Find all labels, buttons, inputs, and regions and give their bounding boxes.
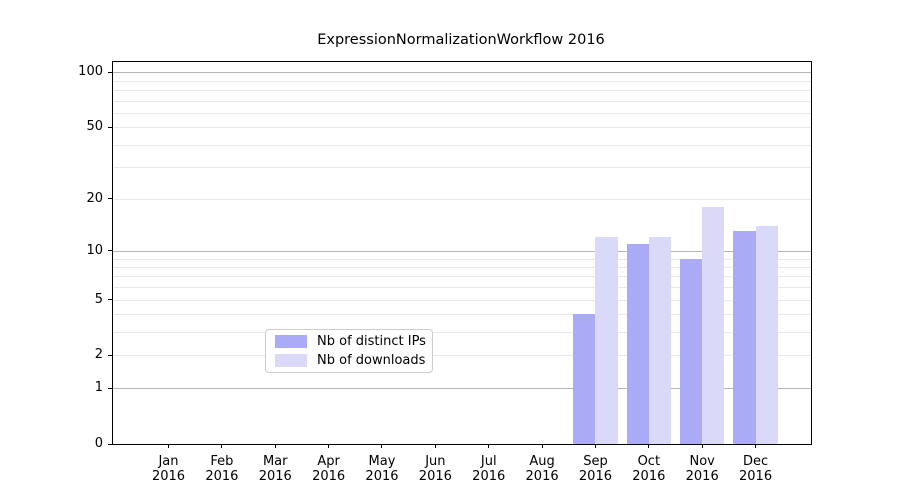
x-tick-mark (594, 444, 596, 448)
y-tick-mark (108, 250, 112, 252)
x-tick-mark (648, 444, 650, 448)
y-gridline-minor (113, 89, 811, 91)
y-gridline-major (113, 72, 811, 74)
y-gridline-minor (113, 167, 811, 169)
x-tick-label: Dec 2016 (739, 454, 773, 484)
bar-distinct-ips-oct (626, 243, 649, 444)
y-gridline-minor (113, 276, 811, 278)
x-tick-mark (541, 444, 543, 448)
plot-area: 0 1 2 5 10 20 50 100 Jan 2016 Feb 2016 Mar 2016 Apr… (78, 61, 812, 484)
bar-distinct-ips-nov (679, 258, 703, 444)
x-tick-label: Apr 2016 (312, 454, 346, 484)
x-tick-mark (328, 444, 330, 448)
x-tick-mark (221, 444, 223, 448)
x-tick-mark (274, 444, 276, 448)
y-gridline-minor (113, 144, 811, 146)
x-tick-label: May 2016 (365, 454, 399, 484)
legend-swatch-distinct-ips (275, 335, 307, 348)
chart-title: ExpressionNormalizationWorkflow 2016 (317, 32, 605, 48)
y-gridline-minor (113, 100, 811, 102)
x-tick-label: Nov 2016 (685, 454, 719, 484)
bar-downloads-nov (702, 206, 725, 444)
y-gridline-minor (113, 258, 811, 260)
x-tick-label: Jan 2016 (151, 454, 186, 484)
y-tick-label: 2 (94, 347, 103, 363)
x-tick-label: Jul 2016 (472, 454, 506, 484)
x-tick-label: Oct 2016 (632, 454, 666, 484)
y-gridline-minor (113, 112, 811, 114)
y-tick-mark (108, 198, 112, 200)
bar-downloads-sep (595, 237, 618, 444)
y-tick-mark (108, 354, 112, 356)
legend-label-downloads: Nb of downloads (317, 352, 426, 368)
y-gridline-minor (113, 287, 811, 289)
y-gridline-minor (113, 314, 811, 316)
y-gridline-minor (113, 80, 811, 82)
y-gridline-minor (113, 266, 811, 268)
x-tick-mark (381, 444, 383, 448)
y-tick-mark (108, 126, 112, 128)
x-tick-mark (701, 444, 703, 448)
y-gridline-major (113, 388, 811, 390)
x-tick-mark (434, 444, 436, 448)
y-tick-label: 0 (94, 436, 103, 451)
x-tick-mark (168, 444, 169, 448)
y-gridline-minor (113, 127, 811, 129)
legend-item-distinct-ips: Nb of distinct IPs (275, 333, 432, 349)
y-tick-mark (108, 71, 112, 73)
x-tick-label: Jun 2016 (418, 454, 452, 484)
y-tick-label: 20 (86, 190, 103, 206)
y-tick-label: 50 (86, 119, 103, 135)
y-tick-label: 100 (78, 64, 103, 80)
y-gridline-minor (113, 299, 811, 301)
x-tick-mark (488, 444, 490, 448)
bar-downloads-oct (648, 237, 672, 444)
bar-distinct-ips-sep (573, 314, 596, 444)
y-tick-mark (108, 299, 112, 301)
y-tick-label: 10 (86, 242, 103, 258)
y-tick-mark (108, 443, 112, 445)
y-gridline-minor (113, 355, 811, 357)
x-tick-label: Aug 2016 (525, 454, 559, 484)
x-tick-mark (755, 444, 757, 448)
legend-swatch-downloads (275, 354, 307, 367)
y-gridline-minor (113, 198, 811, 200)
y-tick-label: 5 (94, 291, 103, 307)
legend-label-distinct-ips: Nb of distinct IPs (317, 333, 426, 349)
y-gridline-minor (113, 332, 811, 334)
x-tick-label: Sep 2016 (578, 454, 612, 484)
x-tick-label: Feb 2016 (205, 454, 239, 484)
bar-downloads-dec (755, 225, 778, 444)
y-tick-mark (108, 387, 112, 389)
x-tick-label: Mar 2016 (258, 454, 292, 484)
legend: Nb of distinct IPs Nb of downloads (265, 329, 433, 373)
bar-distinct-ips-dec (733, 231, 756, 444)
y-tick-label: 1 (94, 380, 103, 396)
y-gridline-major (113, 250, 811, 252)
legend-item-downloads: Nb of downloads (275, 352, 432, 368)
